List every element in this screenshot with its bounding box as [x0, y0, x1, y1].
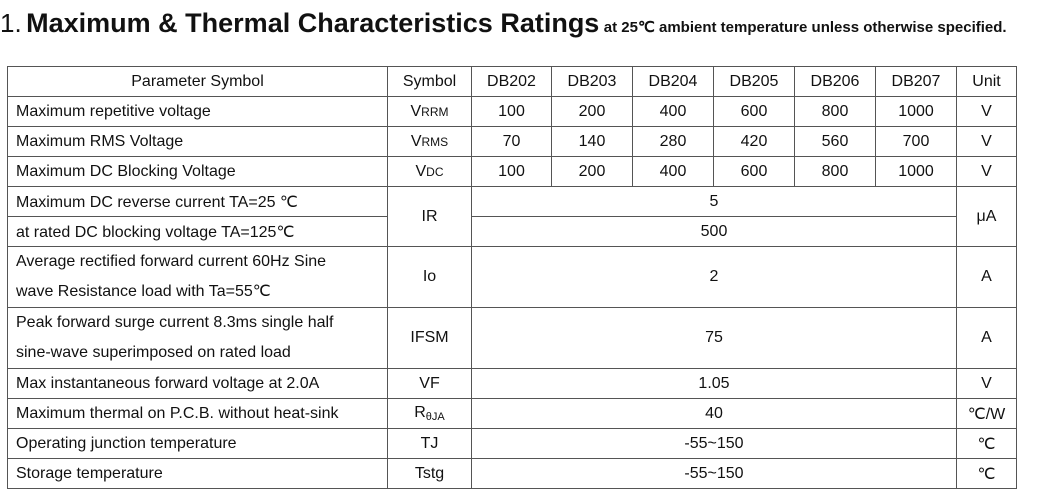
- value-cell: 400: [632, 156, 714, 187]
- ratings-table: Parameter Symbol Symbol DB202 DB203 DB20…: [7, 66, 1017, 489]
- header-unit: Unit: [956, 66, 1017, 97]
- value-cell: 140: [551, 126, 633, 157]
- table-row-tj: Operating junction temperature TJ -55~15…: [7, 428, 1017, 459]
- unit-cell: V: [956, 368, 1017, 399]
- section-subtitle: at 25℃ ambient temperature unless otherw…: [603, 19, 1007, 36]
- table-row-tstg: Storage temperature Tstg -55~150 ℃: [7, 458, 1017, 489]
- section-heading: 1. Maximum & Thermal Characteristics Rat…: [0, 8, 1007, 39]
- unit-cell: V: [956, 126, 1017, 157]
- value-cell: 75: [471, 307, 957, 369]
- param-cell: Maximum repetitive voltage: [7, 96, 388, 127]
- value-cell: 5: [471, 186, 957, 217]
- table-row-io: Average rectified forward current 60Hz S…: [7, 246, 1017, 308]
- unit-cell: ℃/W: [956, 398, 1017, 429]
- table-row-ifsm: Peak forward surge current 8.3ms single …: [7, 307, 1017, 369]
- value-cell: 600: [713, 156, 795, 187]
- table-row-vf: Max instantaneous forward voltage at 2.0…: [7, 368, 1017, 399]
- table-row-vdc: Maximum DC Blocking Voltage VDC 100 200 …: [7, 156, 1017, 187]
- header-param: Parameter Symbol: [7, 66, 388, 97]
- value-cell: 2: [471, 246, 957, 308]
- value-cell: 500: [471, 216, 957, 247]
- unit-cell: V: [956, 156, 1017, 187]
- symbol-cell: VF: [387, 368, 472, 399]
- symbol-cell: IR: [387, 186, 472, 247]
- section-title: Maximum & Thermal Characteristics Rating…: [26, 8, 600, 38]
- table-row-vrrm: Maximum repetitive voltage VRRM 100 200 …: [7, 96, 1017, 127]
- value-cell: 40: [471, 398, 957, 429]
- value-cell: 200: [551, 156, 633, 187]
- value-cell: 1000: [875, 156, 957, 187]
- table-row-ir-2: at rated DC blocking voltage TA=125℃ 500: [7, 216, 1017, 247]
- table-row-ir-1: Maximum DC reverse current TA=25 ℃ IR 5 …: [7, 186, 1017, 247]
- param-cell: Average rectified forward current 60Hz S…: [7, 246, 388, 308]
- param-cell: Maximum thermal on P.C.B. without heat-s…: [7, 398, 388, 429]
- table-row-rtheta: Maximum thermal on P.C.B. without heat-s…: [7, 398, 1017, 429]
- value-cell: 1.05: [471, 368, 957, 399]
- value-cell: 800: [794, 156, 876, 187]
- value-cell: -55~150: [471, 428, 957, 459]
- param-cell: Maximum DC reverse current TA=25 ℃: [7, 186, 388, 217]
- param-cell: Maximum RMS Voltage: [7, 126, 388, 157]
- param-cell: Peak forward surge current 8.3ms single …: [7, 307, 388, 369]
- header-model: DB202: [471, 66, 552, 97]
- unit-cell: ℃: [956, 428, 1017, 459]
- header-model: DB203: [551, 66, 633, 97]
- symbol-cell: RθJA: [387, 398, 472, 429]
- header-model: DB206: [794, 66, 876, 97]
- value-cell: 420: [713, 126, 795, 157]
- header-row: Parameter Symbol Symbol DB202 DB203 DB20…: [7, 66, 1017, 97]
- unit-cell: A: [956, 307, 1017, 369]
- symbol-cell: Tstg: [387, 458, 472, 489]
- symbol-cell: VRRM: [387, 96, 472, 127]
- value-cell: 800: [794, 96, 876, 127]
- value-cell: 560: [794, 126, 876, 157]
- symbol-cell: TJ: [387, 428, 472, 459]
- header-symbol: Symbol: [387, 66, 472, 97]
- value-cell: 70: [471, 126, 552, 157]
- value-cell: 1000: [875, 96, 957, 127]
- unit-cell: V: [956, 96, 1017, 127]
- value-cell: -55~150: [471, 458, 957, 489]
- table-row-vrms: Maximum RMS Voltage VRMS 70 140 280 420 …: [7, 126, 1017, 157]
- value-cell: 200: [551, 96, 633, 127]
- unit-cell: μA: [956, 186, 1017, 247]
- value-cell: 100: [471, 156, 552, 187]
- symbol-cell: VRMS: [387, 126, 472, 157]
- param-cell: Max instantaneous forward voltage at 2.0…: [7, 368, 388, 399]
- param-cell: Maximum DC Blocking Voltage: [7, 156, 388, 187]
- param-cell: at rated DC blocking voltage TA=125℃: [7, 216, 388, 247]
- param-cell: Operating junction temperature: [7, 428, 388, 459]
- section-number: 1.: [0, 8, 22, 38]
- header-model: DB205: [713, 66, 795, 97]
- value-cell: 600: [713, 96, 795, 127]
- symbol-cell: Io: [387, 246, 472, 308]
- symbol-cell: VDC: [387, 156, 472, 187]
- header-model: DB207: [875, 66, 957, 97]
- header-model: DB204: [632, 66, 714, 97]
- symbol-cell: IFSM: [387, 307, 472, 369]
- value-cell: 700: [875, 126, 957, 157]
- value-cell: 100: [471, 96, 552, 127]
- value-cell: 400: [632, 96, 714, 127]
- param-cell: Storage temperature: [7, 458, 388, 489]
- unit-cell: A: [956, 246, 1017, 308]
- unit-cell: ℃: [956, 458, 1017, 489]
- value-cell: 280: [632, 126, 714, 157]
